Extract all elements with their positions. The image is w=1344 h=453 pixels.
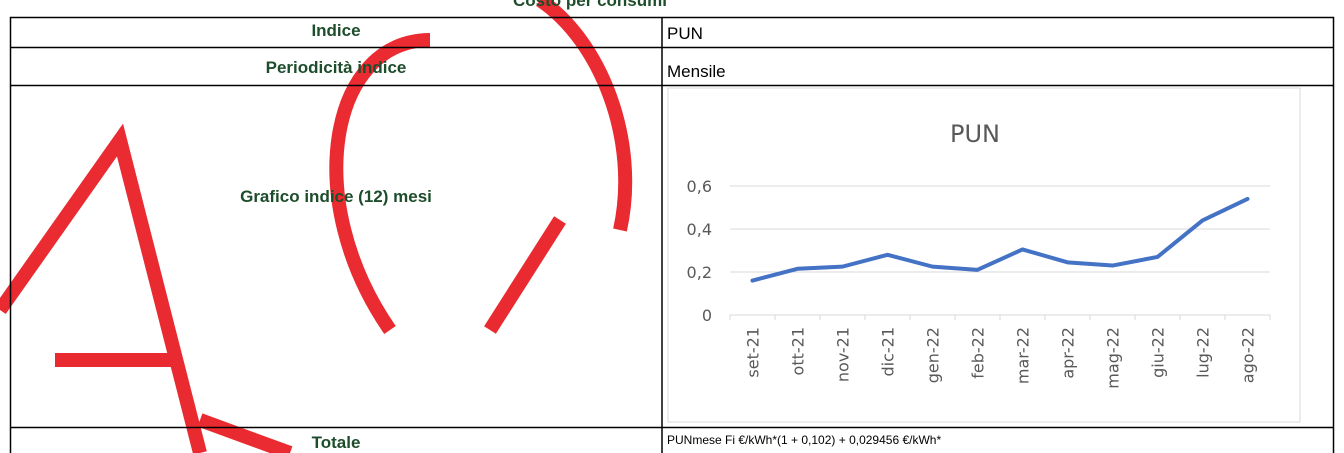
row-value: PUN [667,24,703,43]
x-tick-label: set-21 [744,327,763,378]
row-value: PUNmese Fi €/kWh*(1 + 0,102) + 0,029456 … [667,433,941,447]
x-tick-label: apr-22 [1059,327,1078,379]
x-tick-label: mag-22 [1104,327,1123,389]
row-value: Mensile [667,62,726,81]
x-tick-label: ott-21 [789,327,808,375]
table-border [9,16,1335,453]
y-tick-label: 0,2 [687,263,712,282]
row-label: Totale [312,433,361,452]
x-tick-label: giu-22 [1149,327,1168,378]
x-tick-label: mar-22 [1014,327,1033,384]
chart-frame [667,87,1301,423]
series-line [750,196,1250,283]
chart-title: PUN [950,120,1000,148]
x-tick-label: feb-22 [969,327,988,379]
x-tick-label: lug-22 [1194,327,1213,378]
y-tick-label: 0,6 [687,177,712,196]
x-tick-label: gen-22 [924,327,943,383]
y-tick-label: 0,4 [687,220,712,239]
doc-title: Costo per consumi [513,0,667,10]
row-label: Indice [311,21,360,40]
table [9,16,1335,453]
y-tick-label: 0 [702,306,712,325]
x-tick-label: ago-22 [1239,327,1258,383]
x-tick-label: nov-21 [834,327,853,382]
x-tick-label: dic-21 [879,327,898,377]
row-label: Grafico indice (12) mesi [240,187,432,206]
row-label: Periodicità indice [266,58,407,77]
